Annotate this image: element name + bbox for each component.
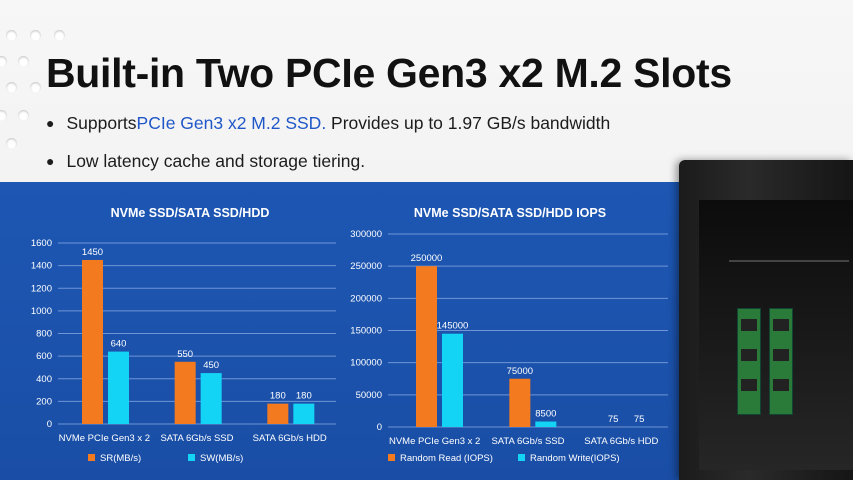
bullet-item: ● Low latency cache and storage tiering. [46,142,610,180]
device-rail [729,260,849,262]
slide-title: Built-in Two PCIe Gen3 x2 M.2 Slots [46,50,732,96]
data-label: 1450 [82,247,103,258]
y-tick-label: 250000 [350,261,382,272]
x-tick-label: SATA 6Gb/s HDD [584,436,658,447]
data-label: 145000 [437,321,469,332]
y-tick-label: 1400 [31,261,52,272]
m2-ssd-module [737,308,761,415]
legend-label: Random Read (IOPS) [400,453,493,464]
data-label: 450 [203,360,219,371]
data-label: 250000 [411,253,443,264]
data-label: 75000 [507,366,533,377]
bullet-text: Low latency cache and storage tiering. [66,150,366,171]
data-label: 75 [608,414,619,425]
bullet-dot-icon: ● [46,153,55,169]
data-label: 550 [177,349,193,360]
y-tick-label: 200000 [350,293,382,304]
y-tick-label: 200 [36,396,52,407]
data-label: 180 [296,391,312,402]
bullet-item: ● Supports PCIe Gen3 x2 M.2 SSD. Provide… [46,104,610,142]
y-tick-label: 100000 [350,358,382,369]
bar [200,373,222,424]
data-label: 75 [634,414,645,425]
legend-label: SR(MB/s) [100,453,141,464]
legend-swatch [88,454,95,461]
x-tick-label: SATA 6Gb/s SSD [491,436,564,447]
bullet-text-pre: Supports [66,112,137,133]
bar [416,266,437,427]
y-tick-label: 1600 [31,238,52,249]
nas-device-photo [679,160,853,480]
m2-ssd-module [769,308,793,415]
y-tick-label: 1200 [31,283,52,294]
legend-label: SW(MB/s) [200,453,243,464]
data-label: 180 [270,391,286,402]
bullet-list: ● Supports PCIe Gen3 x2 M.2 SSD. Provide… [46,104,610,180]
y-tick-label: 1000 [31,306,52,317]
decorative-dots [0,0,70,170]
data-label: 640 [111,339,127,350]
x-tick-label: SATA 6Gb/s HDD [253,433,327,444]
bullet-dot-icon: ● [46,115,55,131]
bar [108,351,129,424]
iops-chart: NVMe SSD/SATA SSD/HDD IOPS 0 50000 100000 15… [350,206,668,464]
chart-title: NVMe SSD/SATA SSD/HDD IOPS [414,206,606,220]
legend-label: Random Write(IOPS) [530,453,620,464]
bar [82,259,103,424]
bar [509,378,531,427]
throughput-chart: NVMe SSD/SATA SSD/HDD 0 200 400 600 800 1000 12… [31,206,336,464]
y-tick-label: 800 [36,329,52,340]
x-tick-label: NVMe PCIe Gen3 x 2 [389,436,480,447]
x-tick-label: NVMe PCIe Gen3 x 2 [59,433,150,444]
y-tick-label: 300000 [350,229,382,240]
bullet-text-post: Provides up to 1.97 GB/s bandwidth [326,112,611,133]
bar [174,361,196,424]
y-tick-label: 0 [47,419,52,430]
chart-title: NVMe SSD/SATA SSD/HDD [111,206,270,220]
y-tick-label: 400 [36,374,52,385]
bar [535,421,557,427]
legend-swatch [188,454,195,461]
y-tick-label: 0 [377,422,382,433]
legend-swatch [388,454,395,461]
bar [293,403,315,424]
device-interior [699,200,853,470]
data-label: 8500 [535,409,556,420]
y-tick-label: 150000 [350,326,382,337]
x-tick-label: SATA 6Gb/s SSD [160,433,233,444]
bar [267,403,289,424]
bullet-highlight: PCIe Gen3 x2 M.2 SSD. [136,112,327,133]
legend-swatch [518,454,525,461]
y-tick-label: 600 [36,351,52,362]
bar [442,333,463,427]
y-tick-label: 50000 [356,390,382,401]
